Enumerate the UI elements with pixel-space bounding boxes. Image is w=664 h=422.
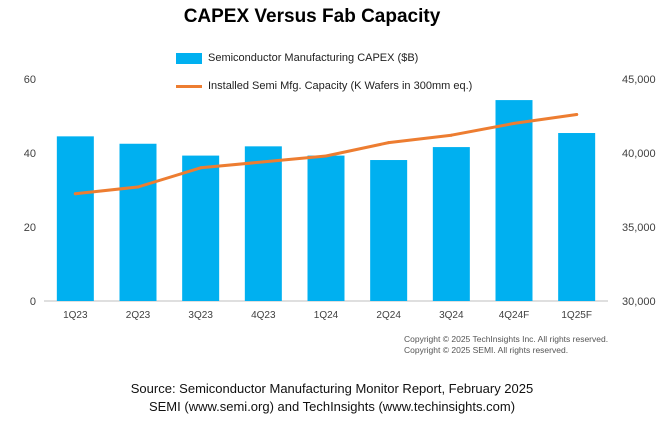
y-right-tick-label: 35,000 xyxy=(622,222,656,234)
capex-bar xyxy=(56,136,94,301)
capacity-point xyxy=(73,192,77,196)
x-tick-label: 1Q25F xyxy=(561,310,592,321)
copyright-techinsights: Copyright © 2025 TechInsights Inc. All r… xyxy=(404,334,609,344)
legend-label-capacity: Installed Semi Mfg. Capacity (K Wafers i… xyxy=(208,80,473,92)
capacity-point xyxy=(324,154,328,158)
x-tick-label: 3Q23 xyxy=(188,310,213,321)
source-line-1: Source: Semiconductor Manufacturing Moni… xyxy=(130,381,534,396)
y-left-tick-label: 20 xyxy=(24,222,36,234)
y-right-tick-label: 30,000 xyxy=(622,296,656,308)
x-tick-label: 1Q23 xyxy=(63,310,88,321)
capex-bar xyxy=(370,160,408,301)
legend-item-capacity: Installed Semi Mfg. Capacity (K Wafers i… xyxy=(176,80,473,92)
capex-bar xyxy=(119,143,157,301)
capacity-point xyxy=(387,141,391,145)
y-right-tick-label: 40,000 xyxy=(622,148,656,160)
chart-title: CAPEX Versus Fab Capacity xyxy=(183,6,441,27)
x-tick-label: 2Q23 xyxy=(126,310,151,321)
source-line-2: SEMI (www.semi.org) and TechInsights (ww… xyxy=(148,399,516,414)
x-tick-label: 2Q24 xyxy=(376,310,401,321)
x-tick-label: 3Q24 xyxy=(439,310,464,321)
capex-bar xyxy=(244,146,282,301)
chart-plot: 0 20 40 60 30,000 35,000 40,000 45,000 1Q23 2Q23 3… xyxy=(24,74,656,321)
x-tick-label: 1Q24 xyxy=(314,310,339,321)
capacity-point xyxy=(512,121,516,125)
y-left-tick-label: 60 xyxy=(24,74,36,86)
capex-bar xyxy=(182,155,220,301)
capacity-point xyxy=(449,133,453,137)
copyright-semi: Copyright © 2025 SEMI. All rights reserv… xyxy=(404,345,569,355)
capacity-point xyxy=(199,166,203,170)
legend-swatch-capex xyxy=(176,52,202,64)
y-left-tick-label: 40 xyxy=(24,148,36,160)
capacity-point xyxy=(575,113,579,117)
y-left-tick-label: 0 xyxy=(30,296,36,308)
legend-item-capex: Semiconductor Manufacturing CAPEX ($B) xyxy=(176,52,419,64)
capex-bar xyxy=(432,147,470,301)
legend-label-capex: Semiconductor Manufacturing CAPEX ($B) xyxy=(208,52,419,64)
capex-bar xyxy=(558,133,596,301)
capex-bar xyxy=(307,155,345,301)
capacity-point xyxy=(261,160,265,164)
y-right-tick-label: 45,000 xyxy=(622,74,656,86)
capacity-point xyxy=(136,185,140,189)
capex-bar xyxy=(495,100,533,301)
x-tick-label: 4Q24F xyxy=(499,310,530,321)
x-tick-label: 4Q23 xyxy=(251,310,276,321)
legend-swatch-capacity xyxy=(176,84,202,88)
